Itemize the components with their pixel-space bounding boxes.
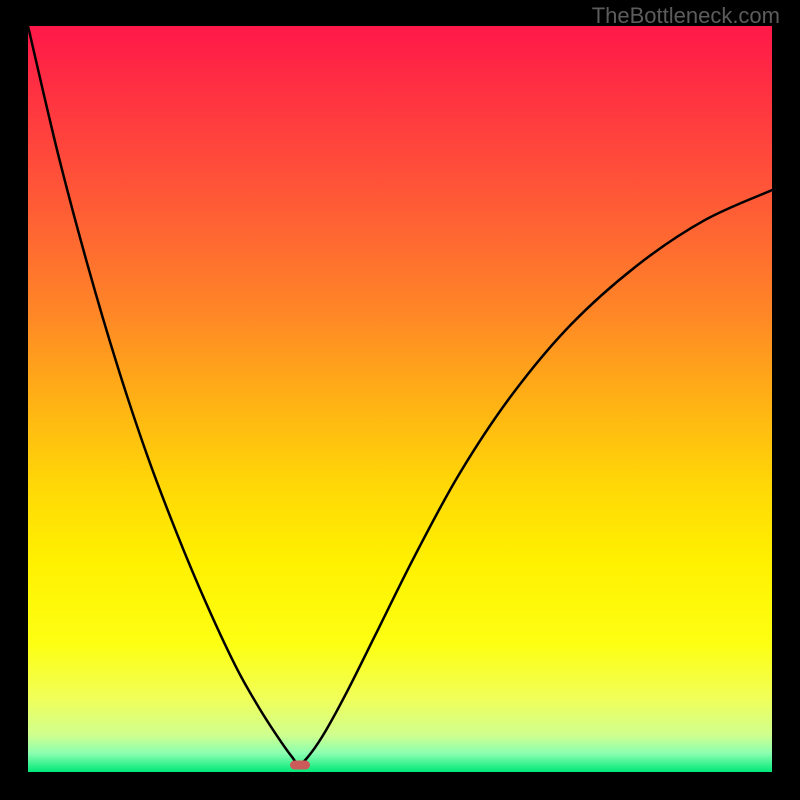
curve-layer: [28, 26, 772, 772]
outer-frame: TheBottleneck.com: [0, 0, 800, 800]
watermark-text: TheBottleneck.com: [592, 3, 780, 29]
plot-area: [28, 26, 772, 772]
bottleneck-curve: [28, 26, 772, 765]
min-marker: [290, 760, 310, 769]
